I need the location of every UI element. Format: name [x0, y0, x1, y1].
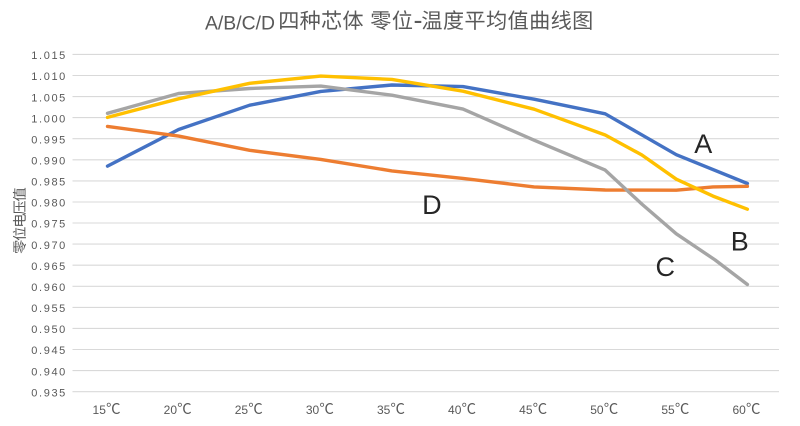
svg-text:0.960: 0.960	[31, 282, 65, 294]
svg-text:0.955: 0.955	[31, 303, 65, 315]
svg-text:25: 25	[235, 403, 249, 417]
svg-text:A: A	[694, 129, 712, 159]
svg-text:1.010: 1.010	[31, 71, 65, 83]
svg-text:0.945: 0.945	[31, 345, 65, 357]
svg-text:20: 20	[164, 403, 178, 417]
svg-text:0.940: 0.940	[31, 366, 65, 378]
svg-text:50: 50	[590, 403, 604, 417]
svg-text:55: 55	[661, 403, 675, 417]
svg-text:D: D	[422, 190, 442, 220]
svg-text:0.985: 0.985	[31, 177, 65, 189]
svg-text:1.000: 1.000	[31, 113, 65, 125]
svg-text:0.975: 0.975	[31, 219, 65, 231]
svg-text:60: 60	[732, 403, 746, 417]
svg-text:40: 40	[448, 403, 462, 417]
svg-text:B: B	[731, 226, 749, 256]
svg-text:0.995: 0.995	[31, 134, 65, 146]
svg-text:C: C	[656, 252, 676, 282]
svg-text:0.935: 0.935	[31, 387, 65, 399]
svg-text:0.980: 0.980	[31, 198, 65, 210]
svg-text:0.965: 0.965	[31, 261, 65, 273]
svg-text:35: 35	[377, 403, 391, 417]
svg-text:1.005: 1.005	[31, 92, 65, 104]
svg-text:45: 45	[519, 403, 533, 417]
svg-text:0.970: 0.970	[31, 240, 65, 252]
svg-text:0.990: 0.990	[31, 156, 65, 168]
svg-text:0.950: 0.950	[31, 324, 65, 336]
svg-text:A/B/C/D: A/B/C/D	[205, 13, 275, 35]
svg-text:30: 30	[306, 403, 320, 417]
svg-text:15: 15	[93, 403, 107, 417]
svg-text:1.015: 1.015	[31, 50, 65, 62]
